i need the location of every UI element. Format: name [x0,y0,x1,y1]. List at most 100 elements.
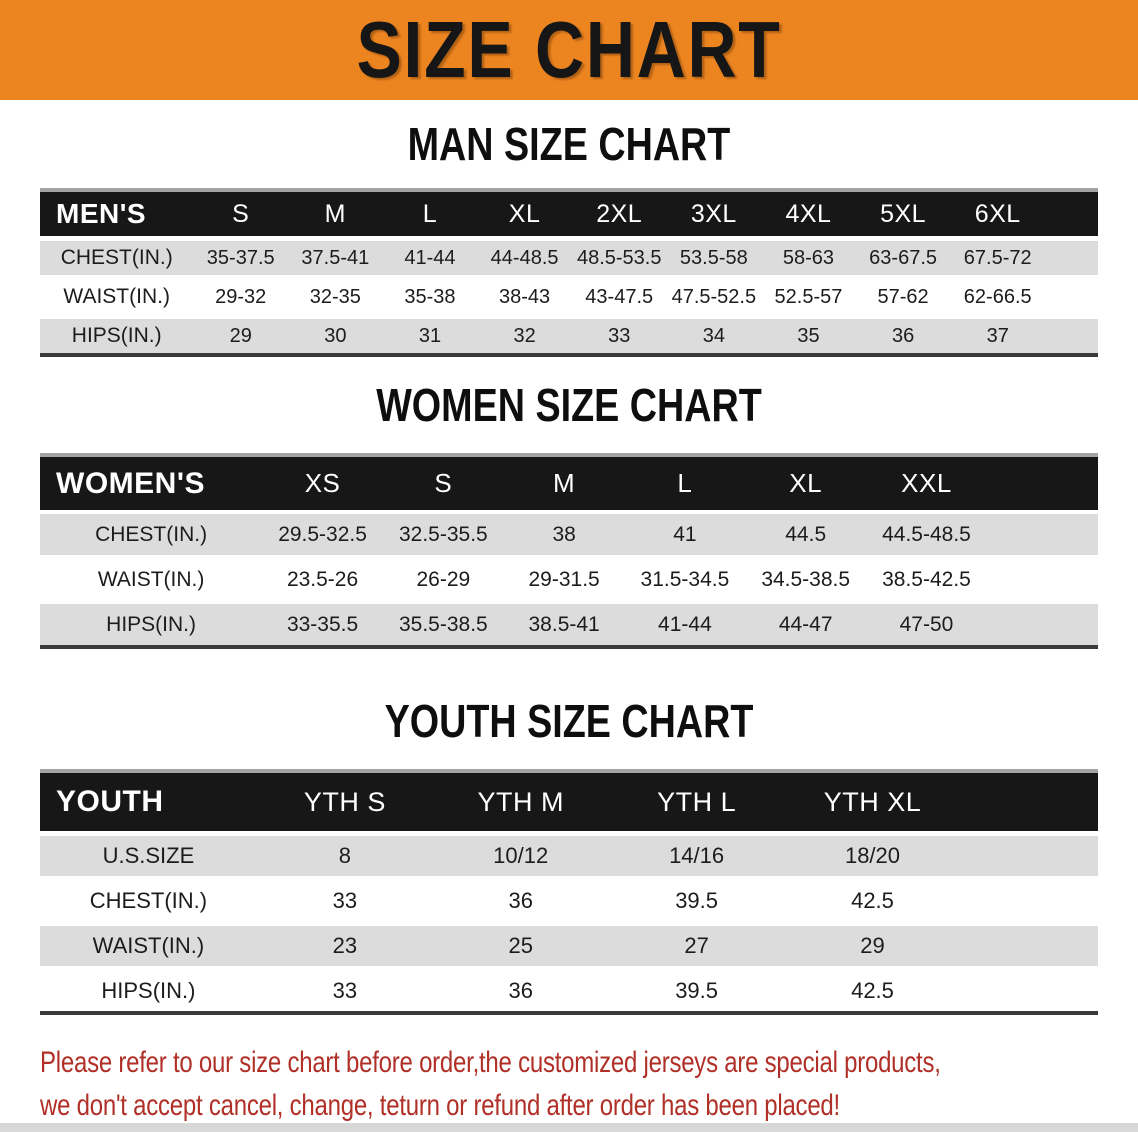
table-bottom-border [40,645,1098,649]
size-value-cell: 38 [503,510,625,555]
size-value-cell: 36 [432,876,609,921]
table-row: HIPS(IN.) 29 30 31 32 33 34 35 36 37 [40,314,1098,353]
size-value-cell: 44.5 [745,510,867,555]
size-value-cell: 31.5-34.5 [624,555,746,600]
size-value-cell: 23.5-26 [262,555,383,600]
size-value-cell: 10/12 [432,831,609,876]
size-value-cell: 33-35.5 [262,600,383,645]
table-row: U.S.SIZE 8 10/12 14/16 18/20 [40,831,1098,876]
size-value-cell: 36 [855,314,951,353]
men-section-heading: MAN SIZE CHART [407,118,731,170]
size-value-cell: 32.5-35.5 [382,510,504,555]
size-value-cell: 41 [624,510,746,555]
size-value-cell: 34.5-38.5 [745,555,867,600]
size-column-header: L [624,453,746,510]
size-value-cell: 39.5 [608,876,785,921]
row-spacer [960,876,1098,921]
size-column-header: M [503,453,625,510]
size-value-cell: 34 [666,314,762,353]
size-value-cell: 26-29 [382,555,504,600]
women-size-table-wrap: WOMEN'S XS S M L XL XXL CHEST(IN.) 29.5-32.5 32.5… [40,453,1098,649]
section-men: MAN SIZE CHART MEN'S S M L XL 2XL 3XL 4XL 5XL 6XL… [0,118,1138,357]
size-value-cell: 41-44 [382,236,478,275]
measurement-row-label: CHEST(IN.) [40,236,194,275]
row-spacer [986,510,1098,555]
measurement-row-label: U.S.SIZE [40,831,257,876]
size-value-cell: 39.5 [608,966,785,1011]
size-value-cell: 35 [761,314,856,353]
section-youth: YOUTH SIZE CHART YOUTH YTH S YTH M YTH L YTH… [0,698,1138,1015]
table-bottom-border [40,1011,1098,1015]
table-row: WAIST(IN.) 29-32 32-35 35-38 38-43 43-47.5 47.… [40,275,1098,314]
size-value-cell: 38-43 [477,275,572,314]
size-column-header: XXL [866,453,987,510]
size-value-cell: 67.5-72 [950,236,1046,275]
header-spacer [960,769,1098,831]
size-column-header: 4XL [761,188,856,236]
women-section-heading: WOMEN SIZE CHART [376,379,762,431]
size-value-cell: 33 [571,314,667,353]
size-column-header: 3XL [666,188,762,236]
size-value-cell: 36 [432,966,609,1011]
size-value-cell: 31 [382,314,478,353]
row-spacer [986,600,1098,645]
size-value-cell: 29.5-32.5 [262,510,383,555]
size-value-cell: 30 [288,314,383,353]
size-value-cell: 35-38 [382,275,478,314]
row-spacer [1045,236,1098,275]
size-value-cell: 43-47.5 [571,275,667,314]
row-spacer [960,966,1098,1011]
table-header-row: MEN'S S M L XL 2XL 3XL 4XL 5XL 6XL [40,188,1098,236]
size-value-cell: 29 [193,314,289,353]
size-value-cell: 35-37.5 [193,236,289,275]
youth-size-table: YOUTH YTH S YTH M YTH L YTH XL U.S.SIZE 8 10/12… [40,769,1098,1011]
content: MAN SIZE CHART MEN'S S M L XL 2XL 3XL 4XL 5XL 6XL… [0,118,1138,1015]
size-value-cell: 25 [432,921,609,966]
size-column-header: YTH XL [784,769,961,831]
women-size-table: WOMEN'S XS S M L XL XXL CHEST(IN.) 29.5-32.5 32.5… [40,453,1098,645]
size-value-cell: 63-67.5 [855,236,951,275]
measurement-row-label: WAIST(IN.) [40,921,257,966]
table-row: WAIST(IN.) 23 25 27 29 [40,921,1098,966]
size-column-header: S [382,453,504,510]
size-value-cell: 53.5-58 [666,236,762,275]
size-value-cell: 37.5-41 [288,236,383,275]
row-spacer [1045,314,1098,353]
table-row: CHEST(IN.) 29.5-32.5 32.5-35.5 38 41 44.5 44.5… [40,510,1098,555]
header-spacer [986,453,1098,510]
bottom-strip [0,1123,1138,1132]
size-value-cell: 29-31.5 [503,555,625,600]
size-value-cell: 35.5-38.5 [382,600,504,645]
size-column-header: 2XL [571,188,667,236]
table-row: CHEST(IN.) 33 36 39.5 42.5 [40,876,1098,921]
size-value-cell: 18/20 [784,831,961,876]
men-size-table: MEN'S S M L XL 2XL 3XL 4XL 5XL 6XL CHEST(IN.) 35-37… [40,188,1098,353]
size-column-header: YTH L [608,769,785,831]
section-women: WOMEN SIZE CHART WOMEN'S XS S M L XL XXL CHEST(… [0,379,1138,649]
size-column-header: XL [745,453,867,510]
measurement-row-label: WAIST(IN.) [40,275,194,314]
size-value-cell: 57-62 [855,275,951,314]
measurement-row-label: WAIST(IN.) [40,555,263,600]
table-row: WAIST(IN.) 23.5-26 26-29 29-31.5 31.5-34.5 34… [40,555,1098,600]
table-row: HIPS(IN.) 33 36 39.5 42.5 [40,966,1098,1011]
size-column-header: XS [262,453,383,510]
row-spacer [1045,275,1098,314]
table-group-label: YOUTH [40,769,257,831]
measurement-row-label: CHEST(IN.) [40,876,257,921]
size-value-cell: 42.5 [784,876,961,921]
size-column-header: YTH M [432,769,609,831]
notice-line-2: we don't accept cancel, change, teturn o… [40,1089,840,1122]
table-header-row: YOUTH YTH S YTH M YTH L YTH XL [40,769,1098,831]
size-value-cell: 52.5-57 [761,275,856,314]
footer-notice: Please refer to our size chart before or… [40,1041,1138,1127]
table-header-row: WOMEN'S XS S M L XL XXL [40,453,1098,510]
size-value-cell: 29 [784,921,961,966]
header-spacer [1045,188,1098,236]
size-value-cell: 33 [256,966,433,1011]
size-column-header: 5XL [855,188,951,236]
size-column-header: S [193,188,289,236]
size-value-cell: 44-47 [745,600,867,645]
size-value-cell: 27 [608,921,785,966]
